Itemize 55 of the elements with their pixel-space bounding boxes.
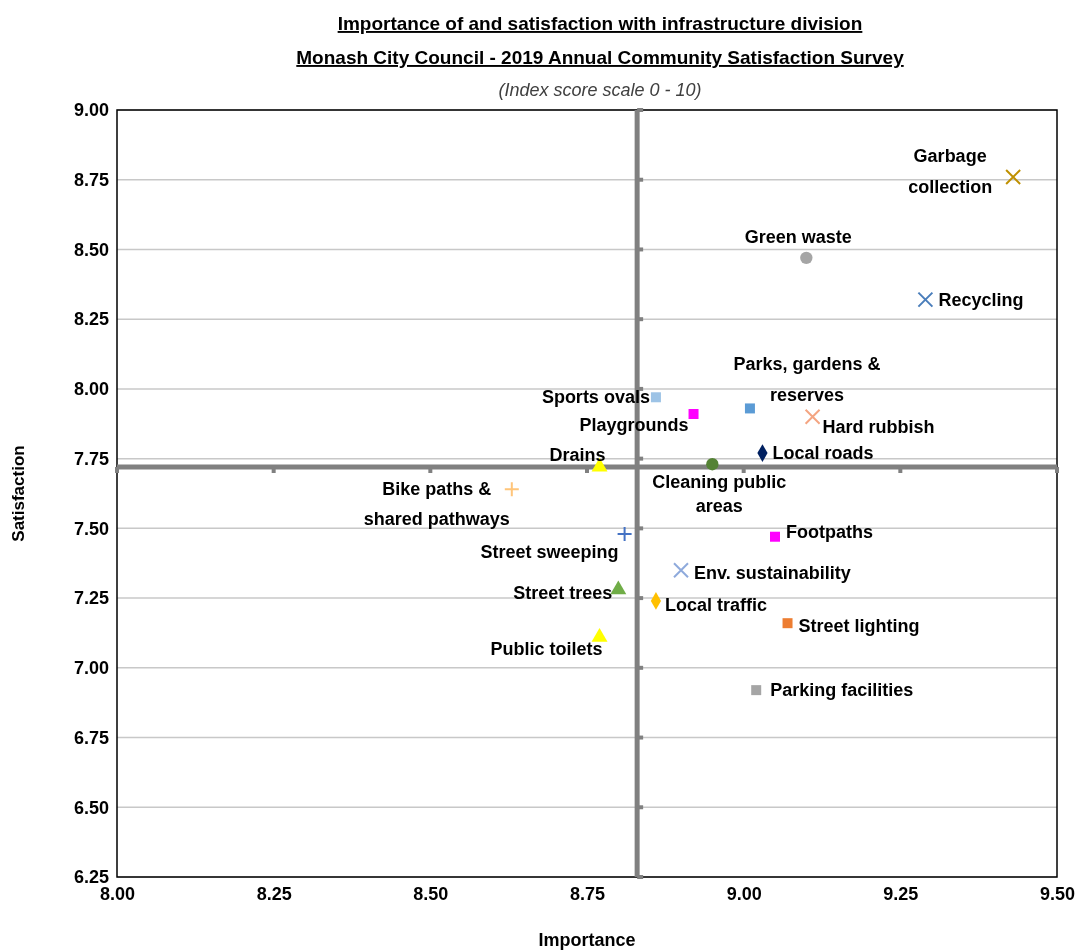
y-tick-label: 8.50 [73, 239, 109, 260]
series-label: Green waste [744, 226, 852, 247]
y-tick-label: 8.75 [73, 169, 109, 190]
y-tick-label: 6.50 [73, 797, 109, 818]
series-label: Footpaths [786, 521, 873, 542]
y-tick-label: 6.75 [73, 727, 109, 748]
text: (Index score scale 0 - 10) [498, 80, 702, 100]
point [673, 562, 689, 579]
x-tick-label: 8.25 [256, 883, 292, 904]
series-label: Public toilets [490, 639, 603, 660]
y-tick-label: 9.00 [73, 100, 109, 121]
point [706, 458, 719, 471]
series-label: Cleaning public areas [652, 472, 787, 517]
point [503, 481, 520, 498]
point [800, 251, 813, 264]
point [744, 403, 755, 414]
point [616, 525, 633, 542]
y-tick-label: 7.00 [73, 658, 109, 679]
series-label: Recycling [938, 289, 1024, 310]
y-tick-label: 8.25 [73, 309, 109, 330]
x-tick-label: 9.50 [1039, 883, 1076, 904]
point [1005, 168, 1022, 185]
point [650, 392, 661, 403]
series-label: Street sweeping [480, 541, 619, 562]
series-label: Playgrounds [579, 415, 689, 436]
series-label: Garbage collection [908, 145, 993, 197]
point [804, 408, 821, 425]
y-tick-label: 8.00 [73, 379, 109, 400]
series-label: Local traffic [664, 594, 767, 615]
point [688, 409, 699, 420]
series-label: Parking facilities [770, 680, 914, 701]
series-label: Bike paths & shared pathways [363, 479, 510, 530]
chart-title: Importance of and satisfaction with infrastructure division [337, 13, 863, 34]
point [751, 685, 762, 696]
x-tick-label: 9.25 [883, 883, 919, 904]
series-label: Sports ovals [541, 387, 650, 408]
series-label: Hard rubbish [822, 416, 935, 437]
point [782, 618, 793, 629]
chart-subtitle: Monash City Council - 2019 Annual Community Satisfaction Survey [296, 47, 905, 68]
series-label: Drains [549, 445, 606, 465]
series-label: Env. sustainability [694, 563, 851, 584]
x-axis-title: Importance [538, 930, 636, 950]
series-label: Street trees [513, 582, 613, 603]
y-tick-label: 7.50 [73, 518, 109, 539]
series-label: Street lighting [798, 616, 920, 637]
y-tick-label: 7.25 [73, 588, 109, 609]
point [770, 531, 780, 542]
y-tick-label: 7.75 [73, 448, 109, 469]
series-label: Local roads [772, 443, 874, 464]
x-tick-label: 8.50 [413, 883, 449, 904]
x-tick-label: 8.75 [569, 883, 606, 904]
series-label: Parks, gardens & reserves [733, 354, 881, 406]
point [917, 291, 934, 308]
y-axis-title: Satisfaction [9, 445, 28, 542]
x-tick-label: 9.00 [726, 883, 762, 904]
